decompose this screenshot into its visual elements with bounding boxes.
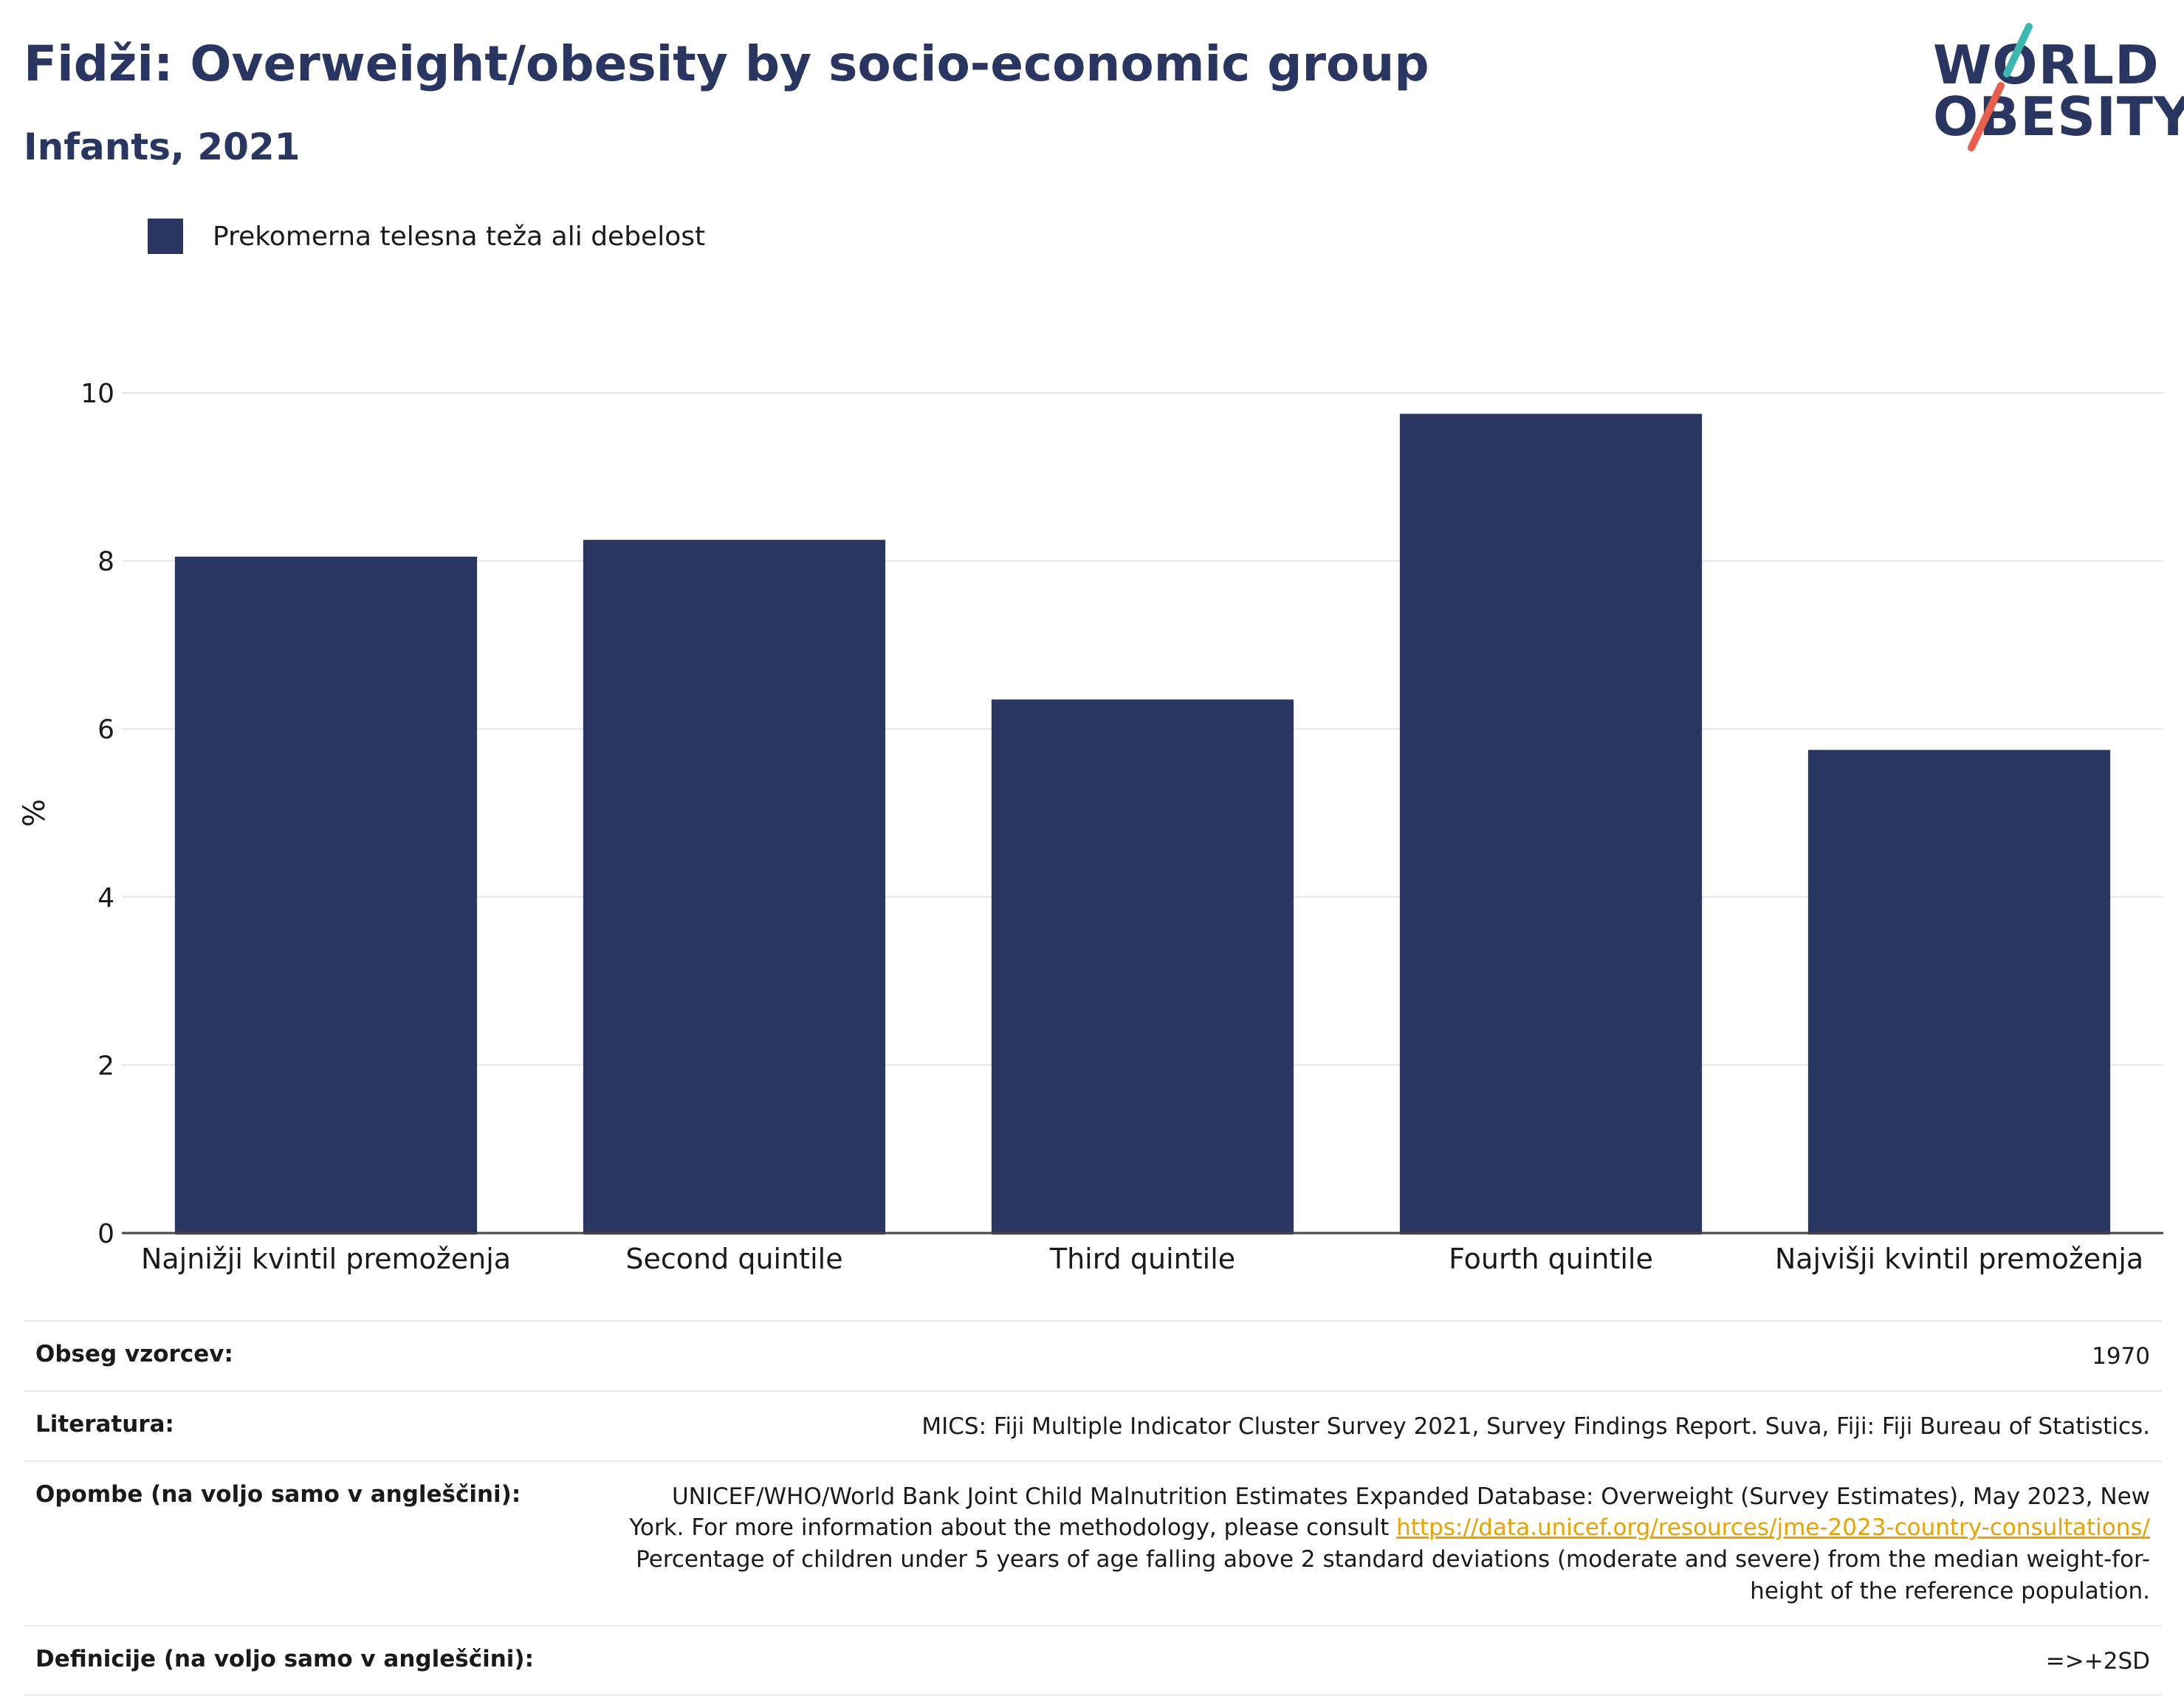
y-axis-label: % [18,799,52,827]
meta-notes-line-2-text: York. For more information about the met… [629,1514,1397,1542]
world-obesity-logo: WORLD OBESITY [1920,22,2184,155]
meta-notes-value: UNICEF/WHO/World Bank Joint Child Malnut… [629,1481,2150,1607]
meta-notes-label: Opombe (na voljo samo v angleščini): [35,1480,521,1508]
meta-notes-line-4: height of the reference population. [1750,1577,2150,1604]
x-tick-label: Najvišji kvintil premoženja [1775,1243,2143,1275]
x-tick-label: Second quintile [625,1243,842,1275]
bar-chart: 0 2 4 6 8 10% Najnižji kvintil premoženja Secon… [18,379,2163,1275]
chart-legend: Prekomerna telesna teža ali debelost [148,219,705,254]
legend-swatch [148,219,183,254]
y-tick-label: 4 [97,883,114,913]
methodology-link[interactable]: https://data.unicef.org/resources/jme-20… [1396,1514,2150,1542]
meta-row-sample: Obseg vzorcev: 1970 [24,1320,2162,1390]
meta-literature-label: Literatura: [35,1410,174,1438]
x-tick-label: Najnižji kvintil premoženja [141,1243,511,1275]
meta-definitions-value: =>+2SD [2045,1647,2150,1675]
legend-label: Prekomerna telesna teža ali debelost [213,221,706,252]
meta-row-definitions: Definicije (na voljo samo v angleščini):… [24,1624,2162,1696]
meta-literature-value: MICS: Fiji Multiple Indicator Cluster Su… [921,1412,2150,1440]
meta-row-literature: Literatura: MICS: Fiji Multiple Indicato… [24,1390,2162,1460]
y-tick-label: 0 [97,1219,114,1249]
page-title: Fidži: Overweight/obesity by socio-econo… [24,35,1429,92]
page-subtitle: Infants, 2021 [24,126,301,168]
y-tick-label: 2 [97,1051,114,1081]
x-tick-label: Fourth quintile [1449,1243,1653,1275]
meta-notes-line-2: York. For more information about the met… [629,1512,2150,1544]
logo-word-world: WORLD [1933,34,2160,96]
metadata-table: Obseg vzorcev: 1970 Literatura: MICS: Fi… [24,1320,2162,1696]
meta-definitions-label: Definicije (na voljo samo v angleščini): [35,1645,534,1672]
meta-sample-label: Obseg vzorcev: [35,1341,233,1367]
y-tick-label: 8 [97,547,114,577]
bar [1807,749,2111,1235]
meta-notes-line-3: Percentage of children under 5 years of … [636,1546,2150,1573]
y-tick-label: 6 [97,715,114,745]
bar [174,556,478,1235]
meta-notes-line-1: UNICEF/WHO/World Bank Joint Child Malnut… [671,1483,2150,1510]
bar [583,540,886,1235]
x-tick-label: Third quintile [1049,1243,1235,1275]
bar [1399,413,1703,1235]
meta-row-notes: Opombe (na voljo samo v angleščini): UNI… [24,1460,2162,1625]
y-tick-label: 10 [80,379,114,409]
bar [991,699,1294,1235]
logo-slash-icon [1968,23,2033,151]
meta-sample-value: 1970 [2092,1343,2150,1370]
